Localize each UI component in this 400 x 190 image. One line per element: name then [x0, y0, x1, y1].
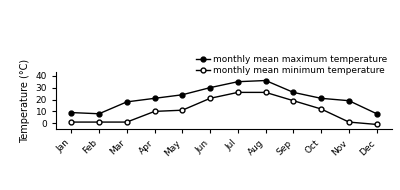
- Line: monthly mean minimum temperature: monthly mean minimum temperature: [69, 90, 379, 127]
- monthly mean minimum temperature: [236, 91, 240, 93]
- monthly mean maximum temperature: [208, 86, 212, 89]
- monthly mean minimum temperature: [374, 123, 379, 126]
- monthly mean maximum temperature: [236, 81, 240, 83]
- monthly mean maximum temperature: [319, 97, 324, 100]
- monthly mean maximum temperature: [263, 79, 268, 82]
- monthly mean maximum temperature: [374, 113, 379, 115]
- monthly mean minimum temperature: [346, 121, 351, 123]
- monthly mean minimum temperature: [69, 121, 74, 123]
- monthly mean maximum temperature: [180, 94, 185, 96]
- monthly mean minimum temperature: [208, 97, 212, 100]
- monthly mean maximum temperature: [124, 101, 129, 103]
- monthly mean minimum temperature: [319, 108, 324, 110]
- monthly mean maximum temperature: [152, 97, 157, 100]
- monthly mean minimum temperature: [263, 91, 268, 93]
- monthly mean maximum temperature: [291, 91, 296, 93]
- monthly mean minimum temperature: [152, 110, 157, 112]
- Legend: monthly mean maximum temperature, monthly mean minimum temperature: monthly mean maximum temperature, monthl…: [196, 55, 388, 75]
- Y-axis label: Temperature (°C): Temperature (°C): [20, 59, 30, 143]
- monthly mean minimum temperature: [97, 121, 102, 123]
- monthly mean maximum temperature: [346, 100, 351, 102]
- monthly mean maximum temperature: [69, 111, 74, 114]
- monthly mean minimum temperature: [180, 109, 185, 111]
- monthly mean minimum temperature: [291, 100, 296, 102]
- monthly mean maximum temperature: [97, 113, 102, 115]
- monthly mean minimum temperature: [124, 121, 129, 123]
- Line: monthly mean maximum temperature: monthly mean maximum temperature: [69, 78, 379, 116]
